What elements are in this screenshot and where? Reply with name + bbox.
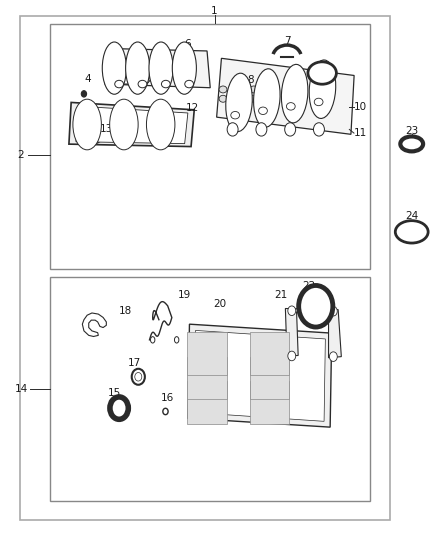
Polygon shape	[217, 58, 354, 134]
Ellipse shape	[314, 123, 325, 136]
Text: 10: 10	[354, 102, 367, 112]
Bar	[50, 277, 370, 501]
Text: 12: 12	[186, 103, 199, 113]
Ellipse shape	[110, 99, 138, 150]
Bar	[187, 332, 227, 375]
Ellipse shape	[231, 111, 240, 119]
Ellipse shape	[288, 306, 296, 316]
Polygon shape	[82, 313, 106, 336]
Ellipse shape	[149, 42, 173, 94]
Text: 18: 18	[119, 306, 132, 316]
Bar	[50, 24, 370, 269]
Ellipse shape	[250, 86, 258, 93]
Ellipse shape	[299, 286, 333, 327]
Bar	[250, 332, 289, 375]
Ellipse shape	[163, 408, 168, 415]
Text: 4: 4	[84, 74, 91, 84]
Ellipse shape	[288, 351, 296, 361]
Ellipse shape	[399, 225, 424, 239]
Ellipse shape	[265, 86, 273, 93]
Ellipse shape	[219, 95, 227, 102]
Polygon shape	[194, 330, 325, 421]
Ellipse shape	[146, 99, 175, 150]
Ellipse shape	[306, 294, 326, 319]
Polygon shape	[76, 106, 188, 143]
Text: 22: 22	[303, 281, 316, 290]
Text: 20: 20	[213, 299, 226, 309]
Text: 2: 2	[18, 150, 25, 159]
Ellipse shape	[162, 80, 170, 88]
Ellipse shape	[110, 397, 128, 419]
Ellipse shape	[308, 62, 336, 84]
Ellipse shape	[127, 73, 133, 80]
Bar	[187, 381, 227, 424]
Ellipse shape	[138, 80, 147, 88]
Ellipse shape	[254, 69, 280, 127]
Text: 1: 1	[211, 6, 218, 15]
Ellipse shape	[111, 73, 117, 80]
Text: 21: 21	[274, 290, 287, 300]
Ellipse shape	[400, 136, 423, 151]
Ellipse shape	[314, 98, 323, 106]
Text: 6: 6	[184, 39, 191, 50]
Polygon shape	[286, 309, 341, 358]
Ellipse shape	[281, 64, 308, 123]
Ellipse shape	[219, 86, 227, 93]
Ellipse shape	[174, 337, 179, 343]
Bar	[250, 381, 289, 424]
Text: 16: 16	[161, 393, 174, 403]
Ellipse shape	[227, 123, 238, 136]
Polygon shape	[110, 68, 151, 84]
Text: 14: 14	[14, 384, 28, 394]
Bar	[187, 357, 227, 399]
Ellipse shape	[115, 80, 124, 88]
Text: 8: 8	[247, 75, 254, 85]
Text: 9: 9	[321, 62, 328, 71]
Text: 17: 17	[128, 359, 141, 368]
Polygon shape	[105, 49, 210, 88]
Text: 11: 11	[354, 128, 367, 138]
Ellipse shape	[143, 73, 149, 80]
Text: 24: 24	[405, 211, 418, 221]
Text: 5: 5	[138, 52, 145, 61]
Ellipse shape	[329, 306, 337, 316]
Ellipse shape	[83, 126, 101, 140]
Ellipse shape	[132, 369, 145, 385]
Ellipse shape	[126, 42, 150, 94]
Text: 13: 13	[100, 124, 113, 134]
Ellipse shape	[312, 66, 332, 80]
Ellipse shape	[285, 123, 296, 136]
Polygon shape	[69, 102, 194, 147]
Text: 7: 7	[284, 36, 290, 46]
Ellipse shape	[226, 73, 252, 132]
Ellipse shape	[286, 103, 295, 110]
Text: 19: 19	[178, 290, 191, 300]
Ellipse shape	[80, 123, 104, 144]
Ellipse shape	[256, 123, 267, 136]
Ellipse shape	[234, 95, 242, 102]
Ellipse shape	[73, 99, 101, 150]
Ellipse shape	[258, 107, 267, 115]
Text: 23: 23	[405, 126, 418, 135]
Text: 3: 3	[80, 111, 86, 121]
Ellipse shape	[404, 140, 419, 148]
Ellipse shape	[185, 80, 194, 88]
Ellipse shape	[81, 91, 87, 97]
Ellipse shape	[172, 42, 196, 94]
Text: 15: 15	[108, 388, 121, 398]
Ellipse shape	[234, 86, 242, 93]
Ellipse shape	[309, 60, 336, 118]
Ellipse shape	[135, 373, 142, 381]
Polygon shape	[188, 324, 332, 427]
Ellipse shape	[250, 95, 258, 102]
Ellipse shape	[265, 95, 273, 102]
Ellipse shape	[395, 221, 428, 243]
Ellipse shape	[329, 352, 337, 361]
Bar	[20, 16, 390, 520]
Bar	[250, 357, 289, 399]
Ellipse shape	[151, 337, 155, 343]
Ellipse shape	[102, 42, 126, 94]
